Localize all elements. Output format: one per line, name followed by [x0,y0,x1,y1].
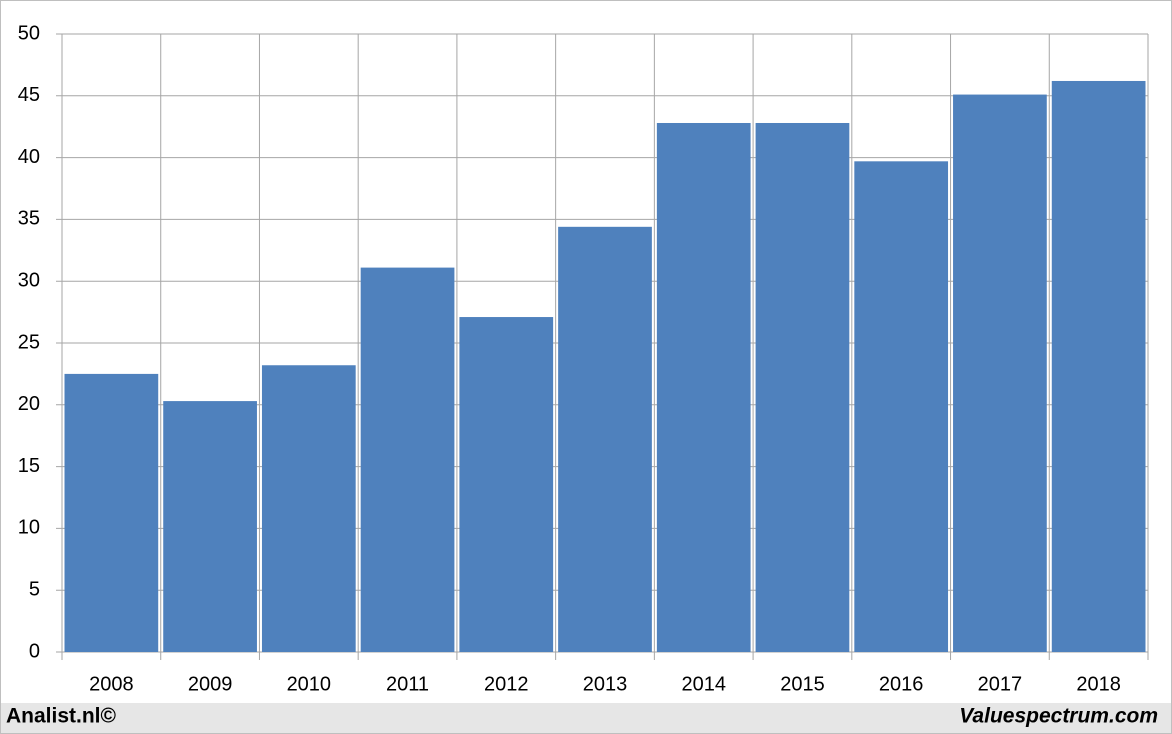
y-tick-label: 20 [18,393,40,415]
x-tick-label: 2014 [681,673,726,695]
x-tick-label: 2013 [583,673,628,695]
y-tick-label: 45 [18,84,40,106]
footer-left: Analist.nl© [6,705,117,728]
bar [261,365,356,652]
bar [459,317,554,652]
x-tick-label: 2011 [386,673,429,695]
y-tick-label: 40 [18,146,40,168]
footer-band [1,703,1171,733]
bar [755,122,850,652]
x-tick-label: 2009 [188,673,233,695]
x-tick-label: 2010 [287,673,332,695]
bar [360,267,455,652]
x-tick-label: 2015 [780,673,825,695]
bar [558,226,652,653]
x-tick-label: 2008 [89,673,134,695]
x-tick-label: 2016 [879,673,924,695]
bar [64,373,159,652]
y-tick-label: 10 [18,517,40,539]
y-tick-label: 15 [18,455,40,477]
y-tick-label: 35 [18,208,40,230]
bar [953,94,1047,652]
footer-right: Valuespectrum.com [959,705,1158,728]
y-tick-label: 5 [29,578,40,600]
bar [854,161,949,653]
x-tick-label: 2017 [978,673,1023,695]
y-tick-label: 50 [18,22,40,44]
y-tick-label: 30 [18,269,40,291]
bar [163,401,257,652]
bar [1051,80,1146,652]
x-tick-label: 2018 [1076,673,1121,695]
y-tick-label: 0 [29,640,40,662]
x-tick-label: 2012 [484,673,529,695]
bar [656,122,751,652]
y-tick-label: 25 [18,331,40,353]
